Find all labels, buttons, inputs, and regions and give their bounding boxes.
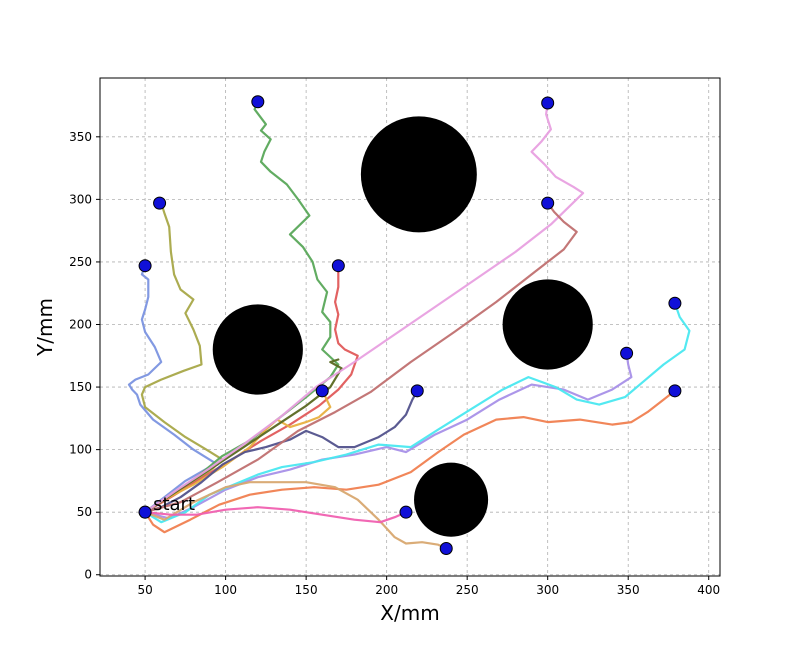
- y-tick-label: 350: [69, 130, 92, 144]
- goal-marker: [251, 95, 265, 109]
- trajectory-line: [144, 352, 633, 520]
- y-axis-title: Y/mm: [33, 298, 57, 357]
- x-tick-label: 300: [536, 583, 559, 597]
- goal-marker: [331, 259, 345, 273]
- goal-marker: [399, 505, 413, 519]
- goal-marker: [668, 384, 682, 398]
- goal-marker: [410, 384, 424, 398]
- obstacle: [212, 304, 303, 395]
- start-label: start: [153, 494, 195, 515]
- trajectory-line: [144, 481, 448, 550]
- x-tick-label: 250: [456, 583, 479, 597]
- x-tick-label: 150: [295, 583, 318, 597]
- y-tick-label: 50: [77, 505, 92, 519]
- x-tick-label: 50: [137, 583, 152, 597]
- trajectory-line: [144, 506, 408, 524]
- x-axis-title: X/mm: [380, 601, 439, 625]
- x-tick-label: 200: [375, 583, 398, 597]
- tick-layer: 50 100 150 200 250 300 350 400 0 50 100 150 200 250 30…: [69, 130, 720, 597]
- goal-marker: [668, 296, 682, 310]
- goal-marker: [315, 384, 329, 398]
- y-tick-label: 0: [84, 568, 92, 582]
- goal-marker: [138, 259, 152, 273]
- trajectory-line: [144, 389, 419, 514]
- goal-marker: [541, 96, 555, 110]
- x-tick-label: 100: [214, 583, 237, 597]
- y-tick-label: 200: [69, 317, 92, 331]
- goal-layer: [138, 95, 682, 555]
- trajectory-line: [144, 101, 585, 514]
- y-tick-label: 100: [69, 443, 92, 457]
- series-layer: [127, 100, 691, 550]
- goal-marker: [153, 196, 167, 210]
- x-tick-label: 350: [617, 583, 640, 597]
- y-tick-label: 250: [69, 255, 92, 269]
- obstacle-layer: [212, 116, 593, 537]
- plot-frame: [99, 77, 721, 577]
- y-tick-label: 150: [69, 380, 92, 394]
- start-marker: [138, 505, 152, 519]
- trajectory-line: [144, 202, 578, 514]
- goal-marker: [620, 346, 634, 360]
- y-tick-label: 300: [69, 192, 92, 206]
- obstacle: [414, 462, 489, 537]
- grid: [100, 78, 720, 576]
- x-tick-label: 400: [697, 583, 720, 597]
- goal-marker: [541, 196, 555, 210]
- obstacle: [502, 279, 593, 370]
- obstacle: [360, 116, 477, 233]
- goal-marker: [439, 541, 453, 555]
